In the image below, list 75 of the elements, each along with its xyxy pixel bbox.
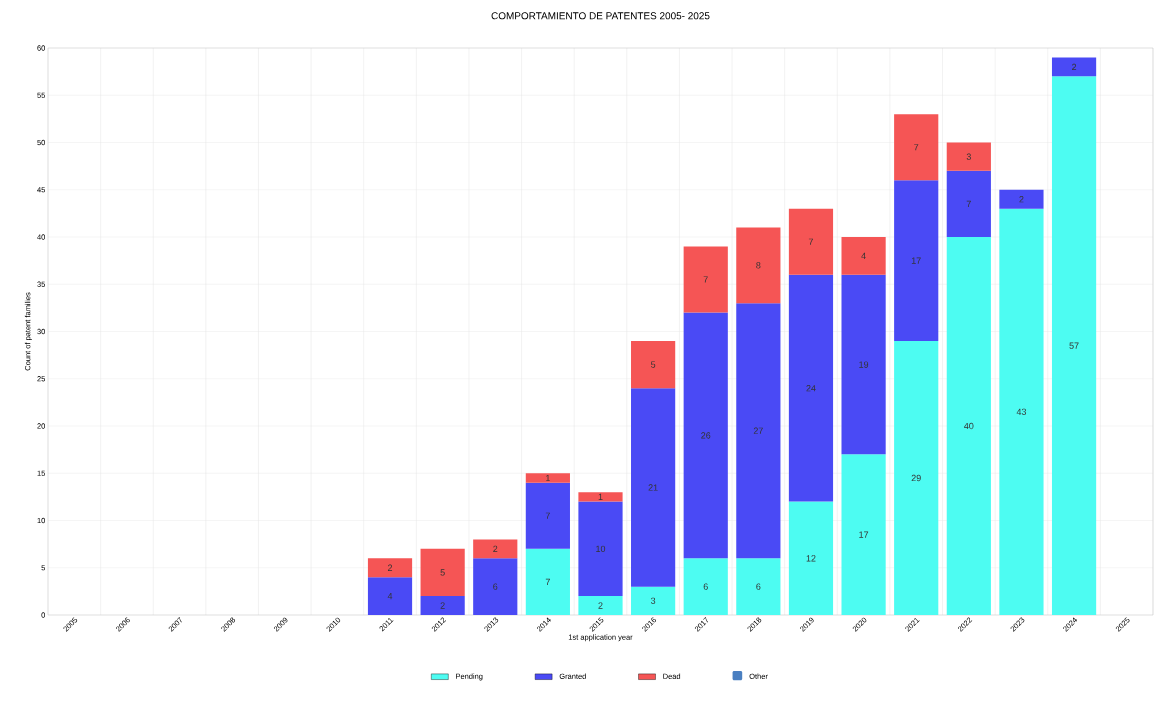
bar (525, 548, 570, 615)
data-label: 6 (493, 583, 498, 590)
data-label: 4 (861, 252, 866, 259)
bar (841, 274, 886, 455)
data-label: 7 (545, 578, 550, 586)
bar (631, 340, 676, 389)
data-label: 7 (703, 276, 708, 283)
data-label: 1 (598, 493, 603, 500)
data-label: 57 (1069, 342, 1079, 349)
bar (736, 227, 781, 304)
data-label: 40 (964, 422, 974, 430)
bar (788, 208, 834, 275)
data-label: 21 (648, 484, 658, 491)
data-label: 2 (440, 602, 445, 609)
bar (578, 596, 623, 615)
data-label: 17 (911, 257, 921, 264)
data-label: 7 (914, 144, 919, 151)
data-label: 24 (806, 385, 816, 392)
data-label: 3 (650, 597, 656, 604)
bar (473, 558, 518, 615)
data-label: 17 (859, 531, 869, 538)
bar (841, 454, 886, 615)
data-label: 1 (546, 474, 550, 482)
bar (578, 492, 623, 502)
data-label: 43 (1016, 408, 1027, 415)
bar (736, 558, 781, 615)
bar (473, 539, 518, 559)
data-label: 4 (387, 593, 393, 600)
bar (946, 170, 991, 237)
data-label: 5 (440, 569, 445, 576)
data-label: 2 (387, 564, 393, 571)
bar (631, 586, 676, 615)
bar (683, 246, 728, 313)
bar (946, 142, 991, 171)
data-label: 5 (650, 361, 656, 368)
data-label: 8 (756, 262, 761, 269)
bar (683, 558, 728, 615)
bar (525, 473, 570, 483)
bar (841, 237, 886, 275)
bar (894, 340, 939, 615)
data-label: 19 (859, 361, 869, 368)
bar (367, 558, 413, 578)
bar (894, 180, 939, 341)
bar (1051, 76, 1097, 615)
data-label: 6 (756, 583, 761, 590)
data-label: 7 (966, 200, 971, 208)
data-label: 3 (966, 153, 971, 160)
data-label: 2 (598, 602, 603, 609)
bar (420, 548, 465, 597)
bar (367, 577, 413, 615)
bar (420, 596, 465, 615)
data-label: 7 (808, 238, 814, 245)
bar (894, 114, 939, 181)
bar (683, 312, 728, 559)
data-label: 7 (545, 512, 550, 519)
data-label: 27 (753, 427, 763, 434)
bar (788, 274, 834, 502)
data-label: 12 (806, 555, 816, 562)
bar (1051, 57, 1097, 77)
data-label: 26 (701, 432, 711, 439)
bar (631, 388, 676, 587)
bar (578, 501, 623, 597)
bar (999, 189, 1044, 209)
bar (999, 208, 1044, 615)
data-label: 29 (911, 474, 921, 482)
chart-title: COMPORTAMIENTO DE PATENTES 2005- 2025 (491, 12, 710, 20)
data-label: 2 (1019, 196, 1024, 203)
data-label: 2 (493, 545, 498, 552)
bar (788, 501, 834, 615)
data-label: 2 (1072, 63, 1077, 71)
bar (736, 303, 781, 559)
data-label: 6 (703, 583, 708, 590)
bar (946, 237, 991, 615)
data-label: 10 (596, 545, 606, 553)
bar (525, 482, 570, 549)
